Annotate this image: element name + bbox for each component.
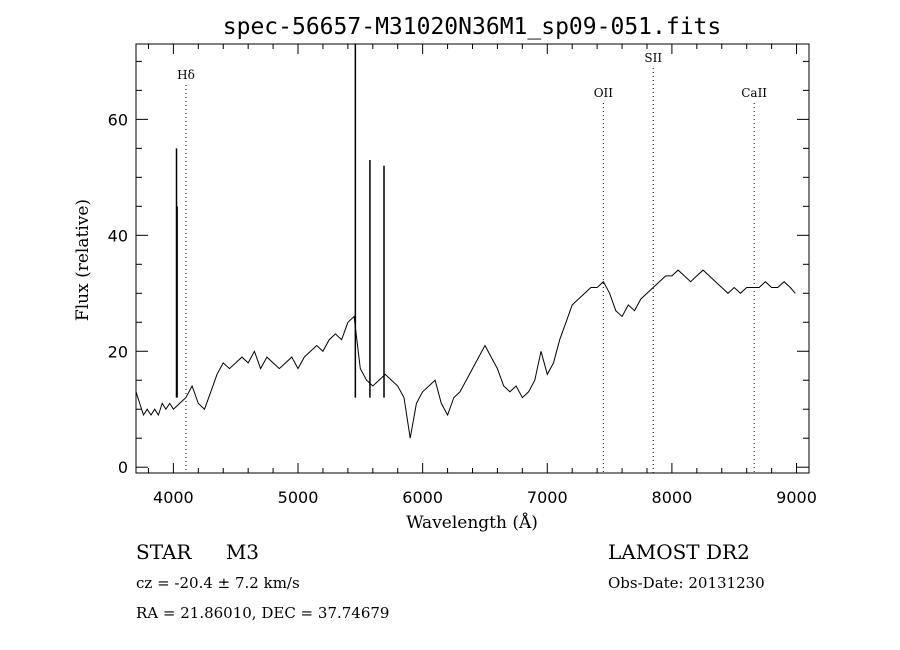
x-tick-label: 9000 [776, 488, 817, 507]
line-marker-label: CaII [741, 86, 767, 100]
spectrum-line [135, 269, 796, 439]
line-marker-label: Hδ [177, 68, 195, 82]
y-tick-label: 20 [108, 342, 128, 361]
y-tick-label: 0 [118, 458, 128, 477]
y-axis-label: Flux (relative) [73, 199, 93, 321]
x-tick-label: 6000 [402, 488, 443, 507]
line-marker-label: SII [644, 51, 662, 65]
x-tick-label: 5000 [278, 488, 319, 507]
x-tick-label: 4000 [153, 488, 194, 507]
plot-frame [135, 43, 810, 474]
coordinates: RA = 21.86010, DEC = 37.74679 [136, 604, 390, 622]
x-tick-label: 7000 [527, 488, 568, 507]
redshift-info: cz = -20.4 ± 7.2 km/s [136, 574, 300, 592]
chart-title: spec-56657-M31020N36M1_sp09-051.fits [223, 14, 722, 40]
obs-date: Obs-Date: 20131230 [608, 574, 765, 592]
survey-label: LAMOST DR2 [608, 540, 750, 564]
y-tick-label: 40 [108, 226, 128, 245]
x-tick-label: 8000 [652, 488, 693, 507]
y-tick-label: 60 [108, 110, 128, 129]
x-axis-label: Wavelength (Å) [406, 512, 538, 533]
object-class: STAR [136, 540, 192, 564]
object-subclass: M3 [225, 540, 260, 564]
line-marker-label: OII [594, 86, 614, 100]
